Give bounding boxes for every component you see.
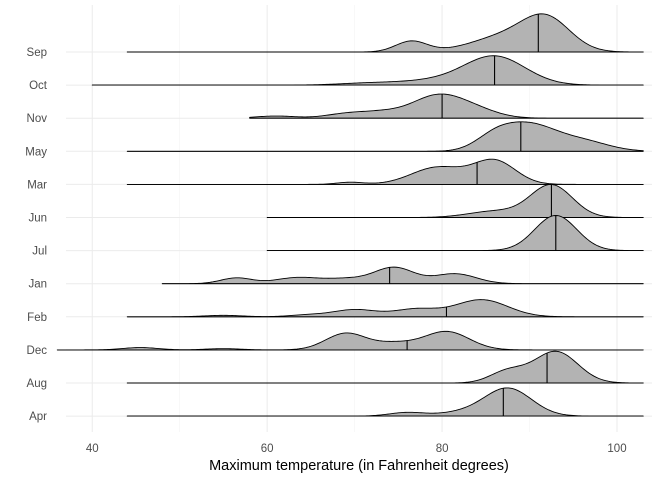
y-tick-label: Apr	[29, 411, 47, 423]
ridges	[56, 13, 644, 417]
ridge-mar	[126, 158, 644, 185]
y-tick-label: Sep	[27, 47, 47, 59]
y-tick-label: Nov	[27, 113, 48, 125]
x-tick-label: 60	[261, 443, 274, 455]
ridge-jul	[266, 215, 644, 252]
y-tick-label: May	[25, 146, 47, 158]
x-tick-label: 80	[436, 443, 449, 455]
y-tick-label: Mar	[27, 179, 47, 191]
y-tick-label: Jun	[28, 213, 47, 225]
x-tick-labels: 40 60 80 100	[86, 443, 627, 455]
y-tick-label: Feb	[27, 312, 47, 324]
ridge-may	[126, 121, 644, 152]
ridge-feb	[126, 299, 644, 318]
ridge-oct	[91, 55, 644, 86]
y-tick-label: Oct	[29, 80, 48, 92]
ridge-dec	[56, 330, 644, 351]
ridge-aug	[126, 350, 644, 384]
y-tick-label: Aug	[27, 378, 47, 390]
x-axis-title: Maximum temperature (in Fahrenheit degre…	[209, 458, 509, 474]
y-tick-label: Jul	[32, 246, 47, 258]
ridge-sep	[126, 13, 644, 53]
ridge-jun	[266, 184, 644, 218]
y-tick-label: Jan	[28, 279, 47, 291]
y-tick-label: Dec	[27, 345, 48, 357]
y-tick-labels: Sep Oct Nov May Mar Jun Jul Jan Feb Dec Aug Apr	[25, 47, 48, 423]
ridge-apr	[126, 387, 644, 417]
ridge-jan	[161, 266, 644, 285]
x-tick-label: 100	[607, 443, 626, 455]
ridge-nov	[249, 93, 644, 119]
x-tick-label: 40	[86, 443, 99, 455]
